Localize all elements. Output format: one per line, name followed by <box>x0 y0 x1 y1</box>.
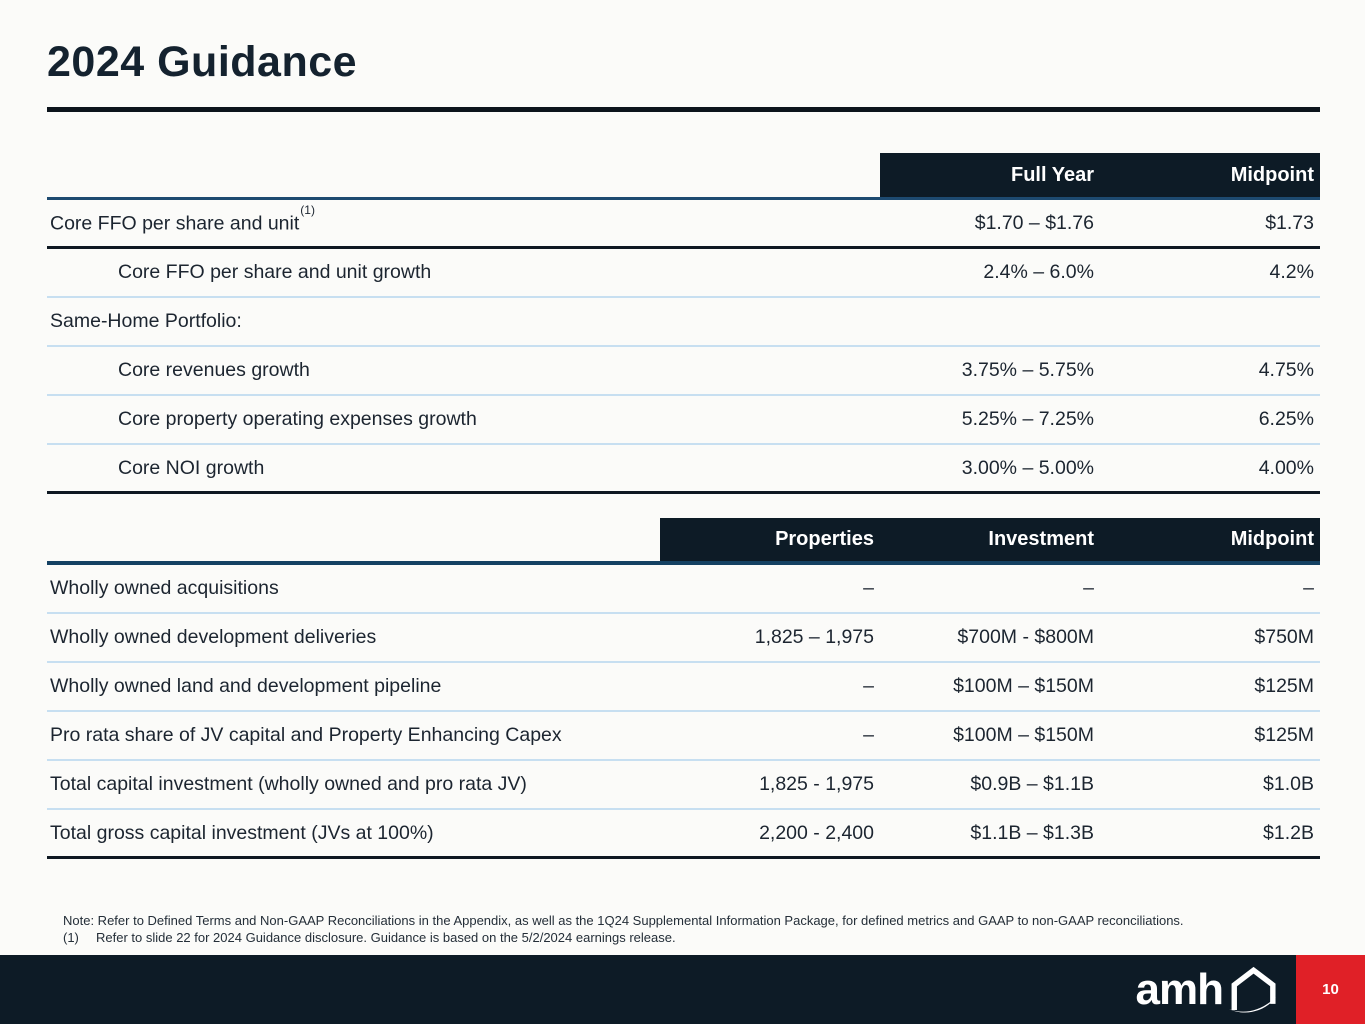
row-label-text: Core FFO per share and unit <box>50 212 300 235</box>
table-row: Core property operating expenses growth … <box>47 396 1320 445</box>
footnote-marker: (1) <box>63 929 79 945</box>
investment-value: $100M – $150M <box>953 724 1094 746</box>
note-line: Note: Refer to Defined Terms and Non-GAA… <box>63 913 1184 928</box>
properties-value: – <box>863 724 874 746</box>
row-label: Wholly owned development deliveries <box>50 626 377 648</box>
midpoint-value: $125M <box>1254 675 1314 697</box>
table2-header-midpoint: Midpoint <box>1230 528 1314 550</box>
row-label: Core revenues growth <box>118 359 310 381</box>
full-year-value: 3.00% – 5.00% <box>961 456 1094 479</box>
table-row: Wholly owned land and development pipeli… <box>47 663 1320 712</box>
full-year-value: 5.25% – 7.25% <box>961 408 1094 430</box>
investment-value: $100M – $150M <box>953 675 1094 697</box>
table1-header-box: Full Year Midpoint <box>880 153 1320 197</box>
full-year-value: 2.4% – 6.0% <box>983 261 1094 283</box>
footnote-ref: (1) <box>300 202 315 217</box>
table-row: Core revenues growth 3.75% – 5.75% 4.75% <box>47 347 1320 396</box>
footnotes: Note: Refer to Defined Terms and Non-GAA… <box>63 913 1303 946</box>
row-label: Wholly owned land and development pipeli… <box>50 675 442 697</box>
title-underline <box>47 107 1320 112</box>
midpoint-value: $750M <box>1254 626 1314 648</box>
table-row: Same-Home Portfolio: <box>47 298 1320 347</box>
page-number: 10 <box>1296 955 1365 1024</box>
properties-value: – <box>863 675 874 697</box>
midpoint-value: 4.00% <box>1258 456 1314 479</box>
midpoint-value: 4.2% <box>1269 261 1314 283</box>
midpoint-value: 4.75% <box>1258 359 1314 381</box>
investment-value: $1.1B – $1.3B <box>970 821 1094 844</box>
properties-value: 1,825 – 1,975 <box>754 626 874 648</box>
properties-value: – <box>863 577 874 599</box>
row-label: Total capital investment (wholly owned a… <box>50 773 527 795</box>
properties-value: 2,200 - 2,400 <box>759 821 874 844</box>
full-year-value: $1.70 – $1.76 <box>974 211 1094 234</box>
table-row: Total gross capital investment (JVs at 1… <box>47 810 1320 859</box>
guidance-table-investment: Properties Investment Midpoint Wholly ow… <box>47 518 1320 859</box>
midpoint-value: – <box>1303 577 1314 599</box>
footnote-text: Refer to slide 22 for 2024 Guidance disc… <box>96 929 676 945</box>
investment-value: $0.9B – $1.1B <box>970 773 1094 795</box>
row-label: Same-Home Portfolio: <box>50 310 242 332</box>
amh-logo: amh <box>1136 955 1279 1024</box>
table1-header-full-year: Full Year <box>1010 163 1094 186</box>
table1-header-row: Full Year Midpoint <box>47 153 1320 200</box>
footer-bar: amh 10 <box>0 955 1365 1024</box>
table2-header-row: Properties Investment Midpoint <box>47 518 1320 565</box>
table2-header-box: Properties Investment Midpoint <box>660 518 1320 561</box>
midpoint-value: 6.25% <box>1258 408 1314 430</box>
table-row: Wholly owned acquisitions – – – <box>47 565 1320 614</box>
investment-value: – <box>1083 577 1094 599</box>
midpoint-value: $1.0B <box>1263 773 1314 795</box>
row-label: Core FFO per share and unit growth <box>118 261 432 283</box>
amh-logo-text: amh <box>1135 965 1224 1014</box>
footnote-line: (1) Refer to slide 22 for 2024 Guidance … <box>63 930 1303 947</box>
table-row: Wholly owned development deliveries 1,82… <box>47 614 1320 663</box>
amh-house-icon <box>1228 966 1276 1013</box>
row-label: Wholly owned acquisitions <box>50 577 279 599</box>
row-label: Total gross capital investment (JVs at 1… <box>50 821 434 844</box>
investment-value: $700M - $800M <box>957 626 1094 648</box>
table2-header-investment: Investment <box>988 528 1094 550</box>
row-label: Core property operating expenses growth <box>118 408 477 430</box>
page-title: 2024 Guidance <box>47 38 358 86</box>
row-label: Pro rata share of JV capital and Propert… <box>50 724 562 746</box>
row-label: Core FFO per share and unit(1) <box>47 203 880 236</box>
full-year-value: 3.75% – 5.75% <box>961 359 1094 381</box>
properties-value: 1,825 - 1,975 <box>759 773 874 795</box>
table2-header-properties: Properties <box>775 528 874 550</box>
guidance-table-operations: Full Year Midpoint Core FFO per share an… <box>47 153 1320 494</box>
table-row: Total capital investment (wholly owned a… <box>47 761 1320 810</box>
midpoint-value: $125M <box>1254 724 1314 746</box>
row-label: Core NOI growth <box>118 456 265 479</box>
table-row: Core FFO per share and unit(1) $1.70 – $… <box>47 200 1320 249</box>
midpoint-value: $1.73 <box>1265 211 1314 234</box>
table-row: Core NOI growth 3.00% – 5.00% 4.00% <box>47 445 1320 494</box>
table-row: Pro rata share of JV capital and Propert… <box>47 712 1320 761</box>
midpoint-value: $1.2B <box>1263 821 1314 844</box>
table1-header-midpoint: Midpoint <box>1230 163 1314 186</box>
table-row: Core FFO per share and unit growth 2.4% … <box>47 249 1320 298</box>
